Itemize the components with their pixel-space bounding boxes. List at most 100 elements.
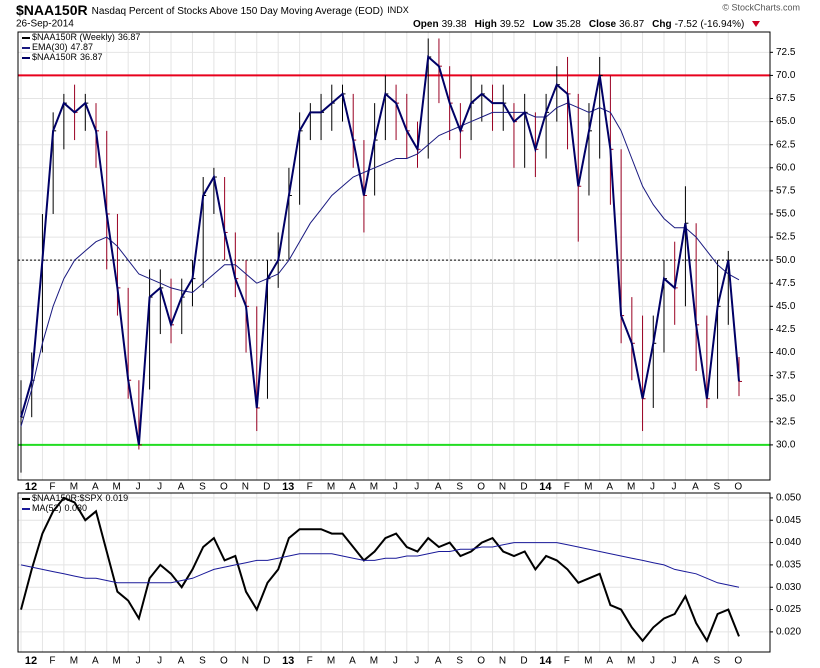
x-tick-label: M (327, 656, 335, 667)
legend-entry: $NAA150R:$SPX 0.019 (32, 493, 128, 503)
x-tick-label: M (70, 482, 78, 493)
y-tick-label: 30.0 (776, 440, 796, 451)
x-tick-label: M (113, 656, 121, 667)
x-tick-label: A (692, 482, 699, 493)
x-tick-label: J (671, 482, 676, 493)
x-tick-label: O (734, 656, 742, 667)
title: Nasdaq Percent of Stocks Above 150 Day M… (92, 6, 384, 17)
x-tick-label: J (393, 482, 398, 493)
y-tick-label: 0.040 (776, 537, 801, 548)
y-tick-label: 40.0 (776, 347, 796, 358)
x-tick-label: F (49, 482, 55, 493)
legend-entry: $NAA150R (Weekly) 36.87 (32, 32, 140, 42)
x-tick-label: J (671, 656, 676, 667)
legend-value: 0.019 (106, 493, 129, 503)
legend-entry: EMA(30) 47.87 (32, 42, 93, 52)
x-tick-label: A (692, 656, 699, 667)
legend-name: $NAA150R (32, 52, 78, 62)
copyright: © StockCharts.com (722, 2, 800, 12)
legend-value: 36.87 (80, 52, 103, 62)
y-tick-label: 65.0 (776, 116, 796, 127)
x-tick-label: M (627, 482, 635, 493)
y-tick-label: 0.050 (776, 493, 801, 504)
series-line (20, 542, 740, 588)
y-tick-label: 72.5 (776, 47, 796, 58)
x-tick-label: J (414, 656, 419, 667)
stat-value: 39.38 (442, 19, 467, 30)
x-tick-label: A (435, 656, 442, 667)
x-tick-label: A (349, 482, 356, 493)
y-tick-label: 60.0 (776, 162, 796, 173)
y-tick-label: 67.5 (776, 93, 796, 104)
symbol: $NAA150R (16, 2, 88, 18)
down-arrow (752, 21, 760, 27)
legend-value: 47.87 (71, 42, 94, 52)
x-tick-label: O (734, 482, 742, 493)
y-tick-label: 45.0 (776, 301, 796, 312)
chart-title: $NAA150R Nasdaq Percent of Stocks Above 1… (16, 2, 409, 18)
x-tick-label: 14 (539, 655, 552, 667)
x-tick-label: D (263, 482, 270, 493)
x-tick-label: D (520, 482, 527, 493)
y-tick-label: 70.0 (776, 70, 796, 81)
y-tick-label: 52.5 (776, 232, 796, 243)
change-percent: (-16.94%) (700, 19, 744, 30)
x-tick-label: A (92, 482, 99, 493)
x-tick-label: S (456, 656, 463, 667)
series-line (20, 54, 740, 446)
panel-border (17, 31, 771, 481)
x-tick-label: S (714, 656, 721, 667)
panel-border (17, 492, 771, 653)
x-tick-label: M (70, 656, 78, 667)
y-tick-label: 0.035 (776, 560, 801, 571)
x-tick-label: J (157, 482, 162, 493)
x-tick-label: M (370, 656, 378, 667)
x-tick-label: N (499, 656, 506, 667)
x-tick-label: J (136, 656, 141, 667)
y-tick-label: 57.5 (776, 186, 796, 197)
series-line (20, 496, 740, 644)
stat-value: 36.87 (619, 19, 644, 30)
x-tick-label: J (136, 482, 141, 493)
series-line (20, 102, 740, 427)
x-tick-label: N (499, 482, 506, 493)
stat-name: Open (413, 19, 439, 30)
x-tick-label: A (92, 656, 99, 667)
stat-name: High (475, 19, 497, 30)
x-tick-label: F (307, 656, 313, 667)
x-tick-label: F (564, 482, 570, 493)
x-tick-label: F (307, 482, 313, 493)
x-tick-label: S (199, 482, 206, 493)
y-tick-label: 50.0 (776, 255, 796, 266)
x-tick-label: O (220, 656, 228, 667)
x-tick-label: M (627, 656, 635, 667)
x-tick-label: A (435, 482, 442, 493)
legend-name: EMA(30) (32, 42, 68, 52)
x-tick-label: 14 (539, 481, 552, 493)
stat-name: Low (533, 19, 553, 30)
x-tick-label: S (456, 482, 463, 493)
legend-value: 0.030 (65, 503, 88, 513)
x-tick-label: A (606, 482, 613, 493)
x-tick-label: J (650, 656, 655, 667)
x-tick-label: A (349, 656, 356, 667)
y-tick-label: 0.030 (776, 582, 801, 593)
x-tick-label: M (584, 482, 592, 493)
stat-name: Chg (652, 19, 671, 30)
x-tick-label: 12 (25, 655, 37, 667)
y-tick-label: 37.5 (776, 370, 796, 381)
y-tick-label: 42.5 (776, 324, 796, 335)
x-tick-label: M (370, 482, 378, 493)
x-tick-label: J (393, 656, 398, 667)
x-tick-label: A (178, 656, 185, 667)
x-tick-label: 13 (282, 481, 294, 493)
x-tick-label: 12 (25, 481, 37, 493)
legend-entry: MA(52) 0.030 (32, 503, 87, 513)
y-tick-label: 32.5 (776, 416, 796, 427)
x-tick-label: O (477, 656, 485, 667)
stat-value: 39.52 (500, 19, 525, 30)
x-tick-label: A (606, 656, 613, 667)
x-tick-label: A (178, 482, 185, 493)
x-tick-label: D (520, 656, 527, 667)
